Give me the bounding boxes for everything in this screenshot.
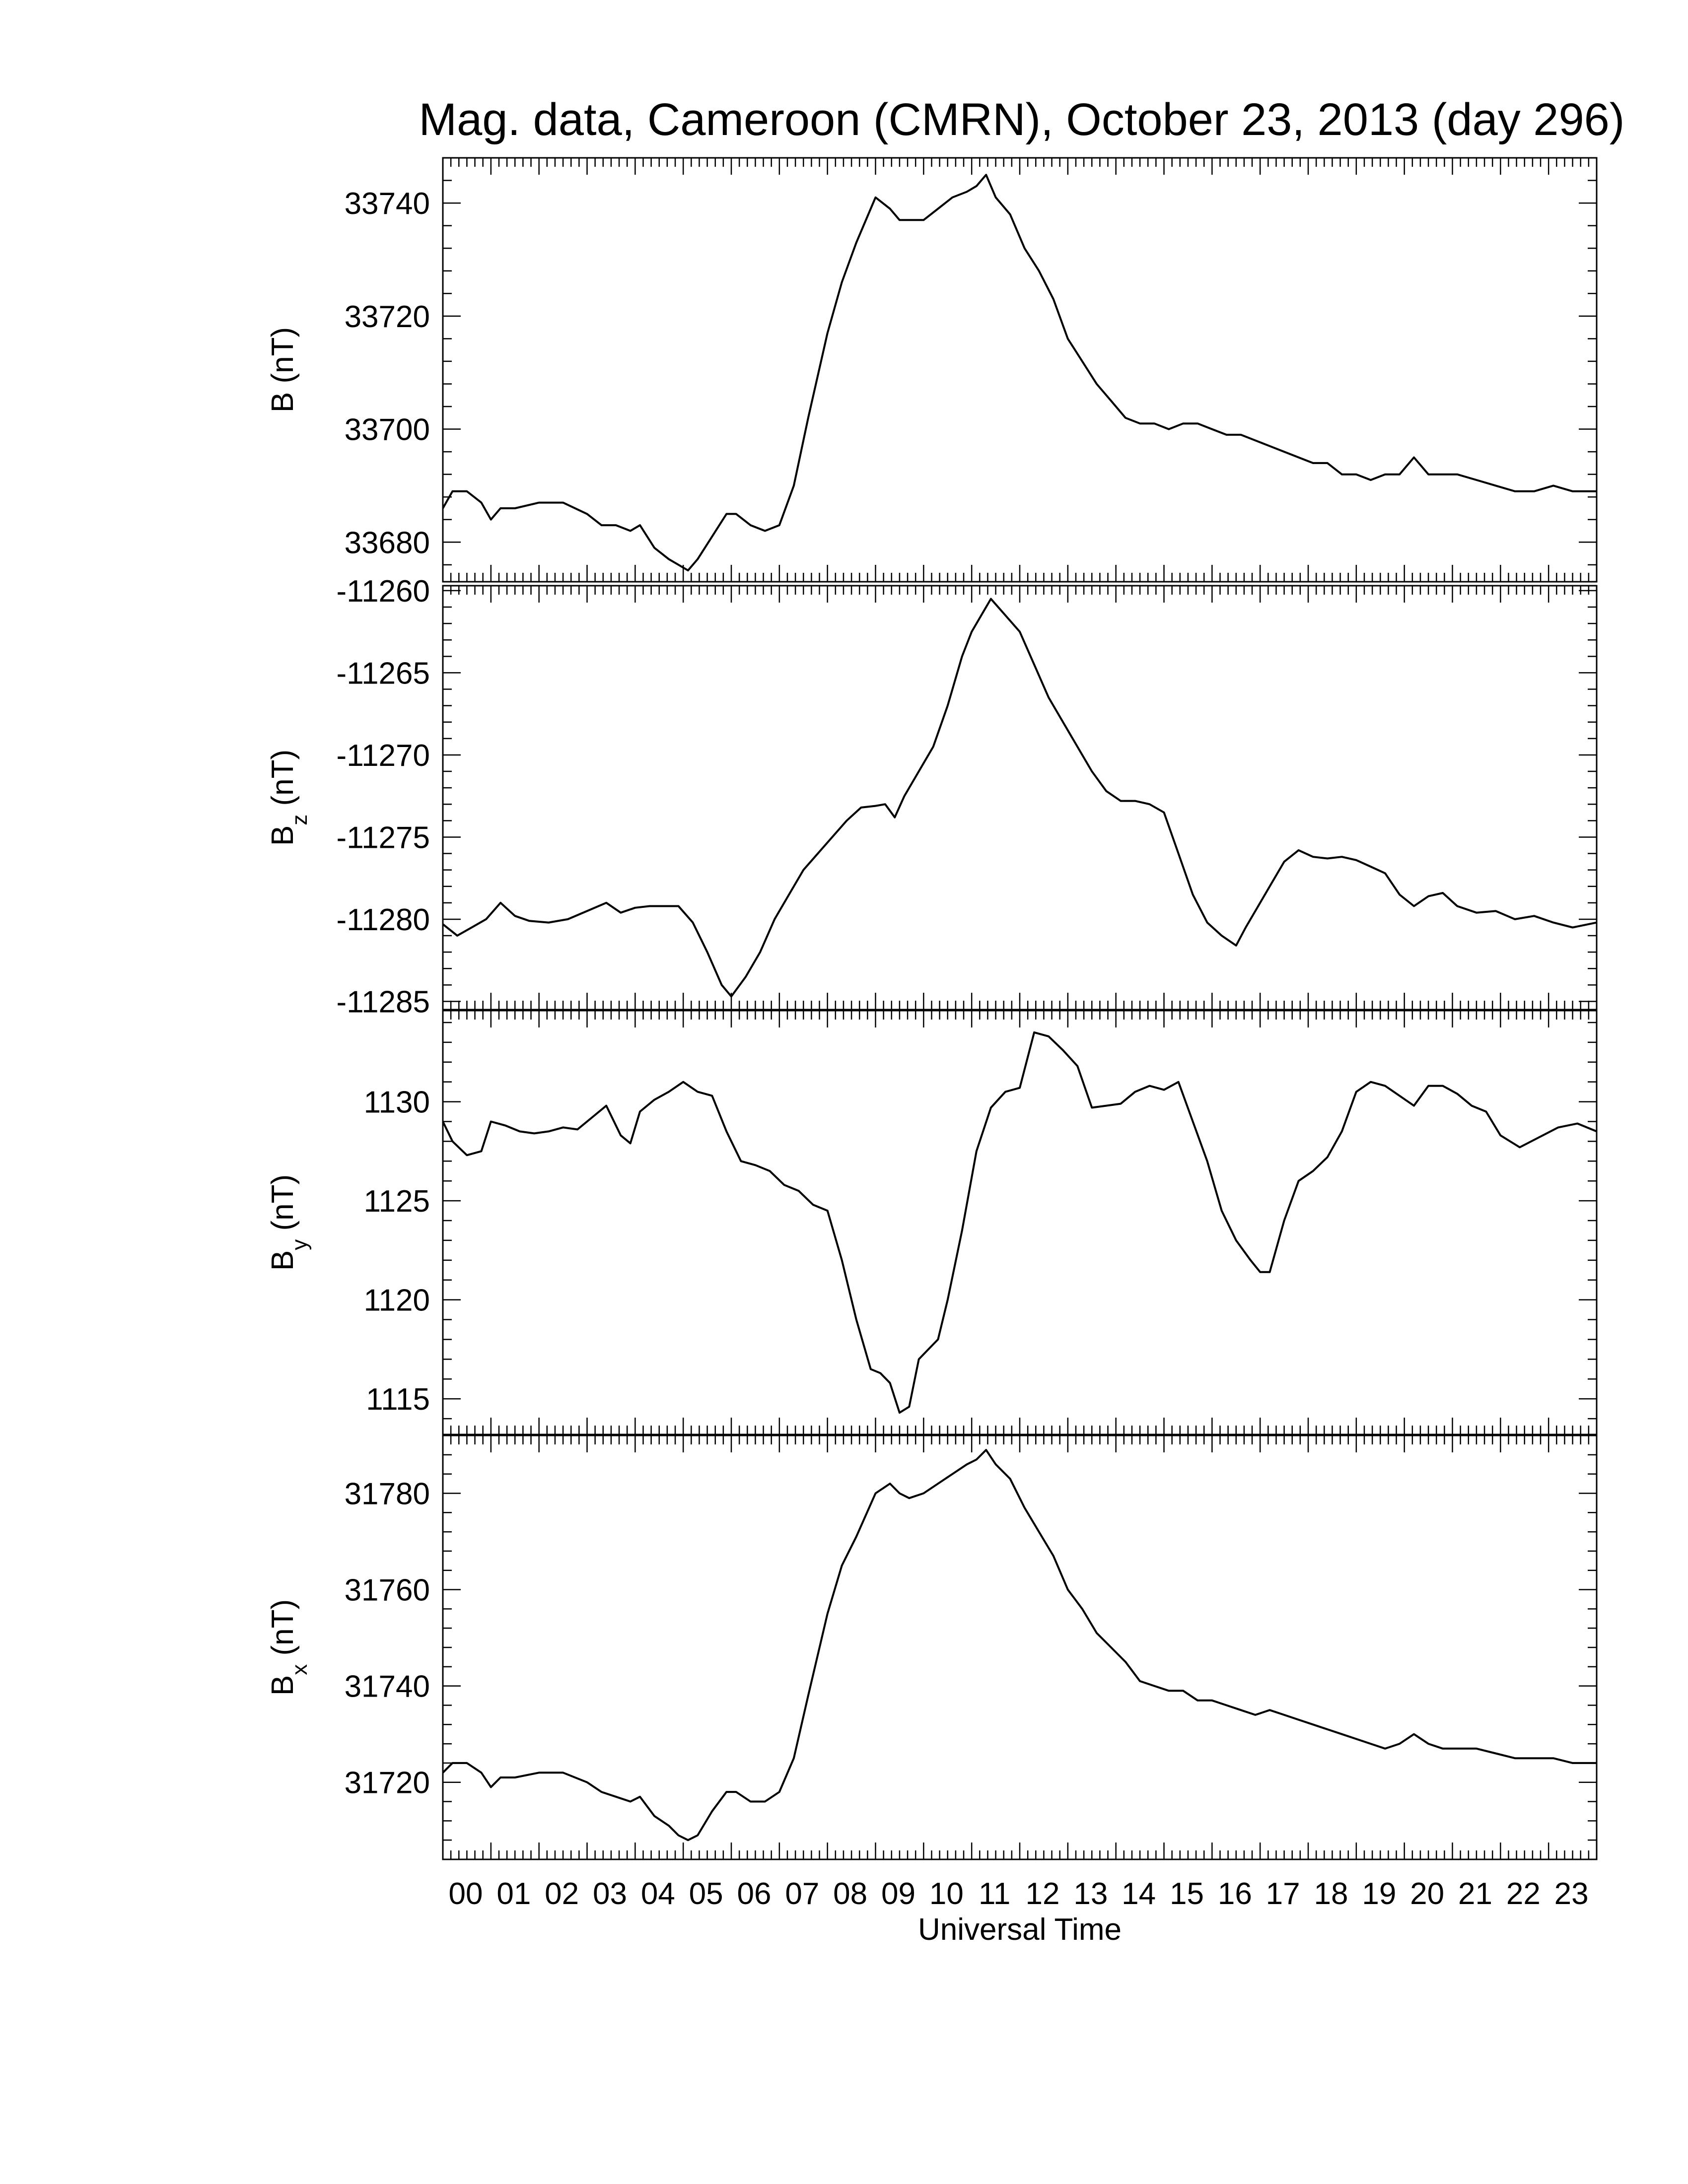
- panel-frame: [442, 1010, 1598, 1435]
- x-tick-label: 16: [1218, 1877, 1252, 1911]
- y-axis-label: Bx (nT): [266, 1599, 312, 1696]
- x-axis-label: Universal Time: [918, 1912, 1122, 1947]
- x-tick-label: 01: [496, 1877, 531, 1911]
- y-tick-label: 1120: [364, 1284, 430, 1318]
- chart-title: Mag. data, Cameroon (CMRN), October 23, …: [419, 94, 1625, 145]
- x-tick-label: 17: [1266, 1877, 1300, 1911]
- x-tick-label: 22: [1506, 1877, 1541, 1911]
- x-tick-label: 04: [641, 1877, 675, 1911]
- y-tick-label: 33720: [345, 300, 430, 334]
- x-tick-label: 06: [737, 1877, 772, 1911]
- panel-frame: [442, 585, 1598, 1011]
- x-tick-label: 09: [881, 1877, 915, 1911]
- y-axis-label: By (nT): [266, 1174, 312, 1271]
- y-tick-label: 33700: [345, 413, 430, 447]
- y-tick-label: 31780: [345, 1477, 430, 1511]
- panel-by: 1115 1120 1125 1130 By (nT): [266, 1010, 1598, 1435]
- series-line-bz: [442, 598, 1597, 998]
- x-tick-label: 03: [593, 1877, 627, 1911]
- x-tick-label: 05: [689, 1877, 723, 1911]
- y-tick-label: -11280: [337, 903, 430, 937]
- y-tick-label: -11260: [337, 574, 430, 609]
- x-tick-label: 08: [833, 1877, 867, 1911]
- x-tick-label: 11: [979, 1877, 1010, 1911]
- y-tick-label: 31740: [345, 1670, 430, 1704]
- x-tick-label: 21: [1458, 1877, 1492, 1911]
- x-tick-label: 10: [929, 1877, 964, 1911]
- x-tick-label: 13: [1073, 1877, 1108, 1911]
- y-axis-label: Bz (nT): [266, 750, 312, 846]
- x-tick-label: 07: [785, 1877, 819, 1911]
- series-line-bx: [442, 1449, 1597, 1842]
- series-line-b: [442, 174, 1597, 572]
- x-axis-tick-labels: 00 01 02 03 04 05 06 07 08 09 10 11 12 13 14 15 16 17 18 19…: [449, 1877, 1589, 1911]
- y-tick-label: 1125: [364, 1184, 430, 1219]
- y-axis-label: B (nT): [266, 327, 300, 412]
- x-tick-label: 12: [1026, 1877, 1060, 1911]
- y-tick-label: -11275: [337, 820, 430, 855]
- x-tick-label: 19: [1362, 1877, 1396, 1911]
- y-tick-label: 31760: [345, 1573, 430, 1608]
- x-tick-label: 02: [545, 1877, 579, 1911]
- x-tick-label: 20: [1410, 1877, 1444, 1911]
- y-tick-label: -11265: [337, 656, 430, 690]
- x-tick-label: 14: [1122, 1877, 1156, 1911]
- y-tick-label: -11270: [337, 739, 430, 773]
- x-tick-label: 18: [1314, 1877, 1348, 1911]
- y-tick-label: 33680: [345, 526, 430, 560]
- panel-frame: [442, 157, 1598, 583]
- y-tick-label: 33740: [345, 187, 430, 221]
- y-tick-label: 1115: [366, 1382, 430, 1417]
- panel-bz: -11285 -11280 -11275 -11270 -11265 -11260 Bz (…: [266, 574, 1598, 1019]
- panel-b: 33680 33700 33720 33740 B (nT): [266, 157, 1598, 583]
- y-tick-label: -11285: [337, 985, 430, 1019]
- x-tick-label: 00: [449, 1877, 483, 1911]
- x-tick-label: 15: [1170, 1877, 1204, 1911]
- panel-bx: 31720 31740 31760 31780 Bx (nT): [266, 1434, 1598, 1860]
- series-line-by: [442, 1031, 1597, 1414]
- y-tick-label: 31720: [345, 1766, 430, 1800]
- x-tick-label: 23: [1554, 1877, 1589, 1911]
- y-tick-label: 1130: [364, 1086, 430, 1120]
